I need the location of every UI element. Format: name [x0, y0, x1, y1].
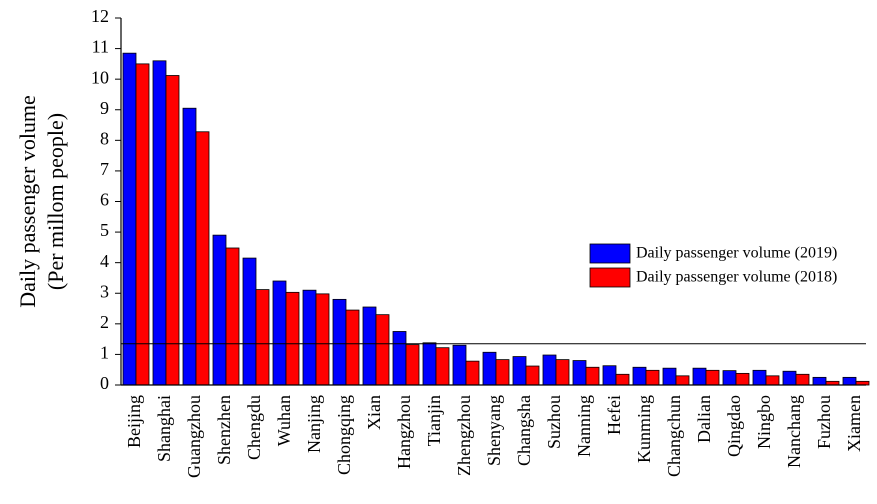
x-tick-label: Nanning	[574, 395, 594, 457]
bar	[542, 354, 557, 386]
x-tick-label: Ningbo	[754, 395, 774, 449]
bar	[842, 376, 857, 386]
x-tick-label: Nanjing	[304, 395, 324, 453]
bar	[135, 63, 150, 386]
bar	[122, 52, 137, 386]
bar	[675, 375, 690, 386]
bar	[705, 369, 720, 386]
x-tick-label: Xian	[364, 395, 384, 430]
x-tick-label: Beijing	[124, 395, 144, 448]
x-tick-label: Dalian	[694, 395, 714, 443]
bar	[392, 331, 407, 386]
bar	[812, 376, 827, 386]
bar	[615, 373, 630, 386]
bar	[572, 360, 587, 386]
y-tick-label: 5	[100, 220, 109, 240]
y-tick-label: 12	[91, 6, 109, 26]
bar	[302, 289, 317, 386]
bar	[765, 375, 780, 386]
bar	[525, 365, 540, 386]
y-tick-label: 1	[100, 343, 109, 363]
bar	[735, 372, 750, 386]
x-tick-label: Changchun	[664, 395, 684, 477]
x-tick-label: Qingdao	[724, 395, 744, 457]
bar	[405, 344, 420, 386]
bar	[345, 309, 360, 386]
bar	[465, 360, 480, 386]
bar	[225, 247, 240, 386]
bar	[362, 306, 377, 386]
x-tick-label: Nanchang	[784, 395, 804, 468]
y-tick-label: 0	[100, 373, 109, 393]
bar	[242, 257, 257, 386]
bar	[315, 293, 330, 386]
bar	[285, 291, 300, 386]
bar	[272, 280, 287, 386]
legend-swatch	[589, 267, 631, 288]
y-axis-title: Daily passenger volume	[15, 95, 40, 308]
x-tick-label: Hangzhou	[394, 395, 414, 469]
x-tick-label: Shenzhen	[214, 395, 234, 465]
x-tick-label: Kunming	[634, 395, 654, 463]
bar	[482, 351, 497, 386]
y-tick-label: 6	[100, 190, 109, 210]
x-tick-label: Chengdu	[244, 395, 264, 460]
bar	[602, 365, 617, 386]
x-tick-label: Hefei	[604, 395, 624, 435]
bar	[212, 234, 227, 386]
legend-label: Daily passenger volume (2019)	[636, 245, 837, 262]
bar	[662, 367, 677, 386]
x-tick-label: Shanghai	[154, 395, 174, 462]
bar	[752, 369, 767, 386]
legend-label: Daily passenger volume (2018)	[636, 269, 837, 286]
bar	[165, 75, 180, 386]
bar	[452, 344, 467, 386]
y-axis-title: (Per millom people)	[43, 113, 68, 290]
y-tick-label: 11	[92, 37, 109, 57]
bar	[722, 370, 737, 386]
x-tick-label: Changsha	[514, 395, 534, 466]
bar	[512, 356, 527, 386]
x-tick-label: Shenyang	[484, 395, 504, 466]
x-tick-label: Suzhou	[544, 395, 564, 449]
bar	[332, 298, 347, 386]
bar	[585, 366, 600, 386]
y-tick-label: 3	[100, 281, 109, 301]
bar	[692, 367, 707, 386]
legend-swatch	[589, 243, 631, 264]
bar	[795, 373, 810, 386]
bar	[645, 369, 660, 386]
bar	[375, 314, 390, 386]
bar	[255, 289, 270, 386]
bar	[152, 60, 167, 386]
x-tick-label: Zhengzhou	[454, 395, 474, 476]
bar	[435, 347, 450, 386]
y-tick-label: 2	[100, 312, 109, 332]
y-tick-label: 8	[100, 128, 109, 148]
y-tick-label: 10	[91, 67, 109, 87]
bar	[782, 370, 797, 386]
bar	[195, 131, 210, 386]
bar	[422, 342, 437, 386]
x-tick-label: Wuhan	[274, 395, 294, 446]
bar	[495, 359, 510, 386]
y-tick-label: 9	[100, 98, 109, 118]
x-tick-label: Tianjin	[424, 395, 444, 446]
x-tick-label: Chongqing	[334, 395, 354, 475]
y-tick-label: 4	[100, 251, 109, 271]
bar	[555, 359, 570, 386]
x-tick-label: Xiamen	[844, 395, 864, 452]
y-tick-label: 7	[100, 159, 109, 179]
x-tick-label: Fuzhou	[814, 395, 834, 449]
x-tick-label: Guangzhou	[184, 395, 204, 478]
bar	[632, 366, 647, 386]
